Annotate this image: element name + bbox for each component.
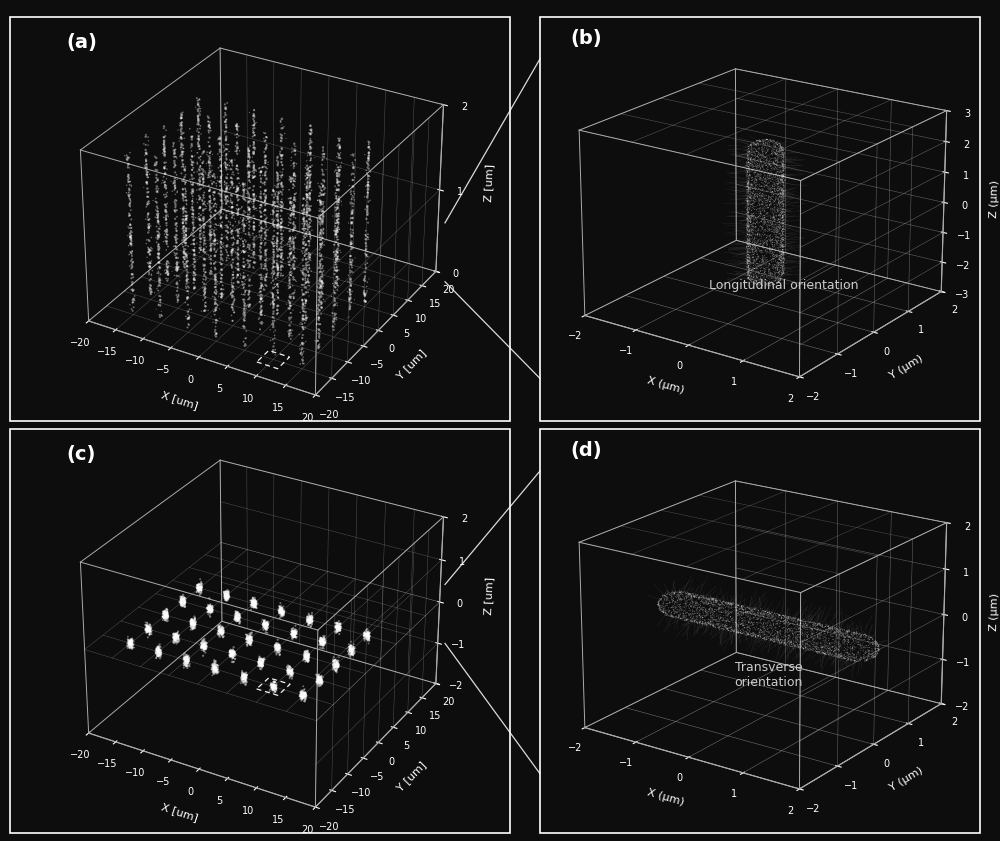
X-axis label: X (μm): X (μm) [646,787,685,807]
Text: (d): (d) [570,441,602,460]
Text: (b): (b) [570,29,602,48]
Text: (c): (c) [66,445,96,464]
X-axis label: X [um]: X [um] [160,389,199,410]
X-axis label: X [um]: X [um] [160,801,199,822]
Y-axis label: Y [um]: Y [um] [395,348,428,382]
Y-axis label: Y (μm): Y (μm) [887,354,924,382]
Y-axis label: Y [um]: Y [um] [395,760,428,794]
Text: (a): (a) [66,33,97,52]
X-axis label: X (μm): X (μm) [646,375,685,395]
Y-axis label: Y (μm): Y (μm) [887,766,924,794]
